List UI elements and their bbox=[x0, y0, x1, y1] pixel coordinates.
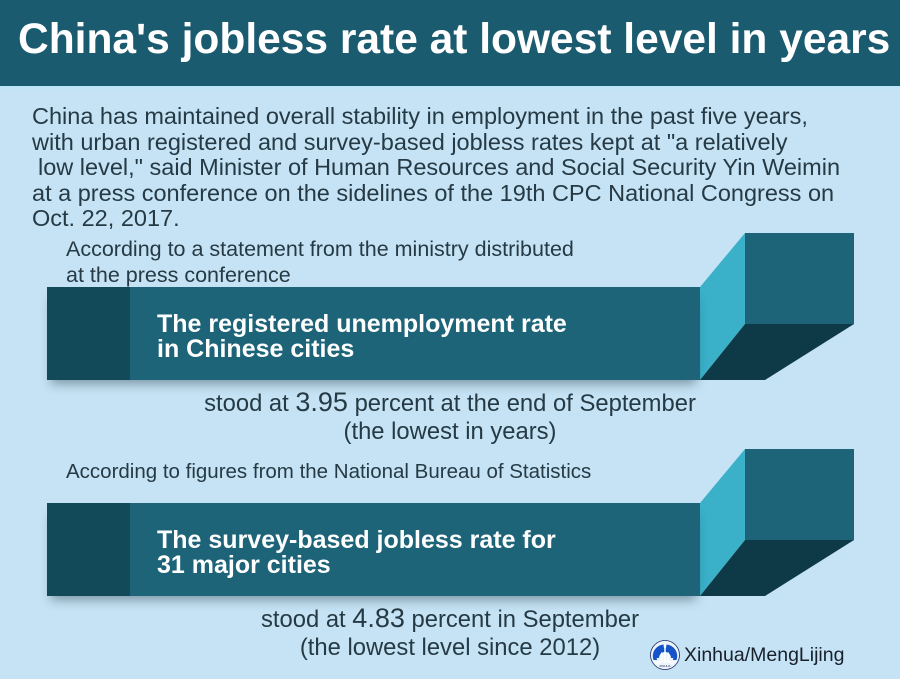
svg-text:XINHUA: XINHUA bbox=[659, 664, 670, 668]
